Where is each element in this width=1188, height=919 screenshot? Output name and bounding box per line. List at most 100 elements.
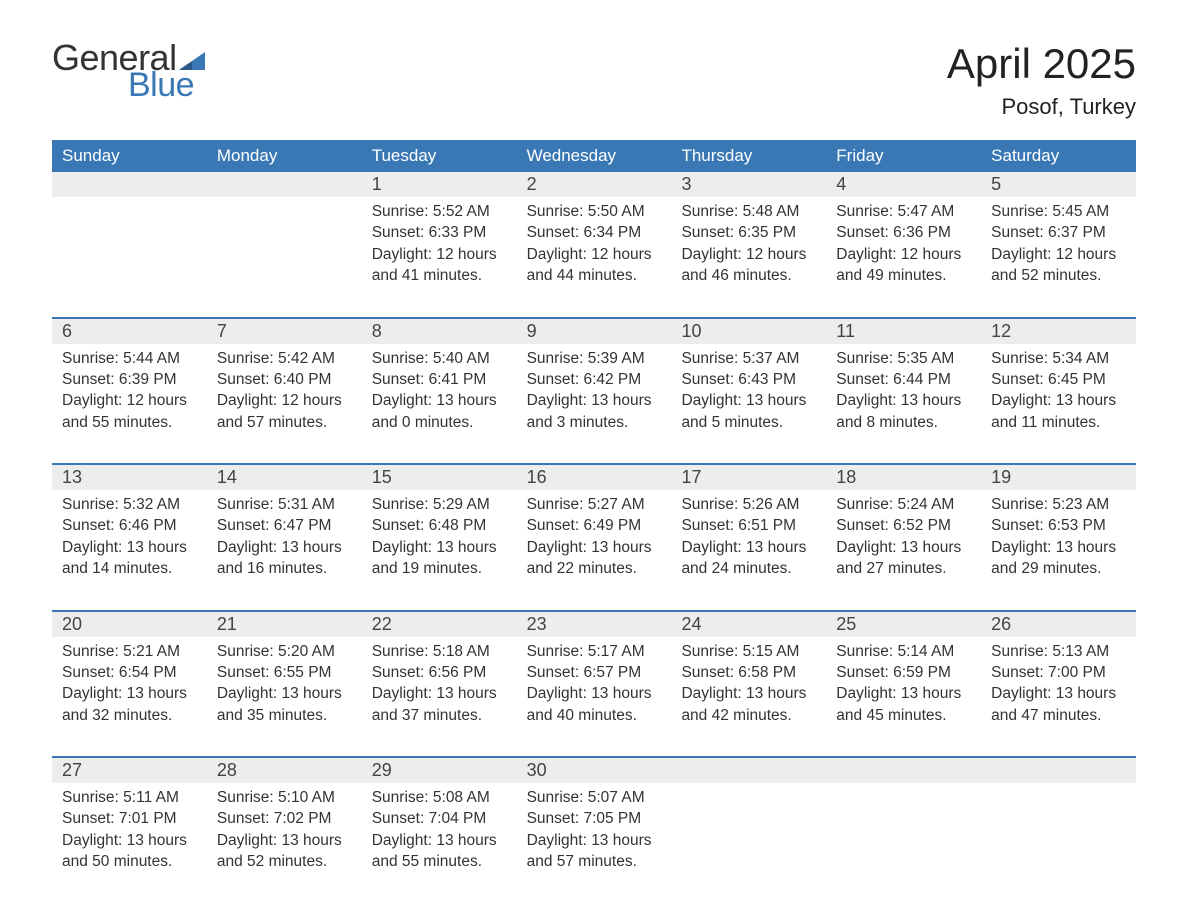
day-body: Sunrise: 5:50 AMSunset: 6:34 PMDaylight:… [517, 197, 672, 287]
day-body: Sunrise: 5:48 AMSunset: 6:35 PMDaylight:… [671, 197, 826, 287]
day-body: Sunrise: 5:34 AMSunset: 6:45 PMDaylight:… [981, 344, 1136, 434]
day-daylight1: Daylight: 12 hours [62, 390, 197, 411]
week-row: 1 Sunrise: 5:52 AMSunset: 6:33 PM Daylight… [52, 172, 1136, 293]
day-number-row: 8 [362, 319, 517, 344]
day-sunrise: Sunrise: 5:07 AM [527, 787, 662, 808]
day-daylight2: and 11 minutes. [991, 412, 1126, 433]
day-cell: 5Sunrise: 5:45 AMSunset: 6:37 PMDaylight… [981, 172, 1136, 293]
day-number-row: 12 [981, 319, 1136, 344]
day-sunset: Sunset: 6:33 PM [372, 222, 507, 243]
day-daylight2: and 47 minutes. [991, 705, 1126, 726]
day-daylight2: and 42 minutes. [681, 705, 816, 726]
day-number-row: 23 [517, 612, 672, 637]
day-number-row: 1 [362, 172, 517, 197]
day-cell [52, 172, 207, 293]
day-sunset: Sunset: 6:58 PM [681, 662, 816, 683]
day-daylight2: and 57 minutes. [217, 412, 352, 433]
day-sunrise: Sunrise: 5:52 AM [372, 201, 507, 222]
day-number-row: 13 [52, 465, 207, 490]
day-number: 24 [671, 612, 826, 637]
day-daylight2: and 35 minutes. [217, 705, 352, 726]
day-number: 1 [362, 172, 517, 197]
day-daylight2: and 52 minutes. [991, 265, 1126, 286]
calendar: SundayMondayTuesdayWednesdayThursdayFrid… [52, 140, 1136, 879]
day-sunrise: Sunrise: 5:44 AM [62, 348, 197, 369]
day-number-row [207, 172, 362, 197]
day-number: 28 [207, 758, 362, 783]
day-daylight1: Daylight: 13 hours [991, 390, 1126, 411]
day-daylight1: Daylight: 13 hours [836, 537, 971, 558]
day-number-row: 3 [671, 172, 826, 197]
day-sunrise: Sunrise: 5:29 AM [372, 494, 507, 515]
day-body: Sunrise: 5:35 AMSunset: 6:44 PMDaylight:… [826, 344, 981, 434]
day-sunset: Sunset: 6:35 PM [681, 222, 816, 243]
day-number: 29 [362, 758, 517, 783]
weekday-thursday: Thursday [671, 140, 826, 172]
day-daylight2: and 0 minutes. [372, 412, 507, 433]
day-number-row: 16 [517, 465, 672, 490]
day-number-row: 19 [981, 465, 1136, 490]
day-number-row: 29 [362, 758, 517, 783]
day-body: Sunrise: 5:23 AMSunset: 6:53 PMDaylight:… [981, 490, 1136, 580]
day-number: 11 [826, 319, 981, 344]
header: General Blue April 2025 Posof, Turkey [52, 40, 1136, 120]
day-number: 3 [671, 172, 826, 197]
day-number-row: 15 [362, 465, 517, 490]
day-sunrise: Sunrise: 5:32 AM [62, 494, 197, 515]
day-sunrise: Sunrise: 5:23 AM [991, 494, 1126, 515]
day-body: Sunrise: 5:15 AMSunset: 6:58 PMDaylight:… [671, 637, 826, 727]
day-cell [671, 758, 826, 879]
day-daylight1: Daylight: 13 hours [527, 390, 662, 411]
day-daylight1: Daylight: 13 hours [681, 537, 816, 558]
day-sunrise: Sunrise: 5:27 AM [527, 494, 662, 515]
day-daylight2: and 3 minutes. [527, 412, 662, 433]
day-number-row [981, 758, 1136, 783]
day-sunset: Sunset: 6:48 PM [372, 515, 507, 536]
day-sunrise: Sunrise: 5:48 AM [681, 201, 816, 222]
day-body: Sunrise: 5:40 AMSunset: 6:41 PMDaylight:… [362, 344, 517, 434]
day-sunset: Sunset: 6:34 PM [527, 222, 662, 243]
day-sunset: Sunset: 6:55 PM [217, 662, 352, 683]
day-number-row: 27 [52, 758, 207, 783]
day-number: 15 [362, 465, 517, 490]
day-daylight2: and 46 minutes. [681, 265, 816, 286]
week-row: 20Sunrise: 5:21 AMSunset: 6:54 PMDayligh… [52, 610, 1136, 733]
day-daylight2: and 50 minutes. [62, 851, 197, 872]
day-number-row: 20 [52, 612, 207, 637]
day-daylight1: Daylight: 13 hours [527, 830, 662, 851]
day-daylight1: Daylight: 13 hours [836, 683, 971, 704]
day-cell: 27Sunrise: 5:11 AMSunset: 7:01 PMDayligh… [52, 758, 207, 879]
day-sunrise: Sunrise: 5:24 AM [836, 494, 971, 515]
day-daylight1: Daylight: 13 hours [217, 683, 352, 704]
day-body: Sunrise: 5:31 AMSunset: 6:47 PMDaylight:… [207, 490, 362, 580]
day-sunrise: Sunrise: 5:18 AM [372, 641, 507, 662]
day-cell: 3Sunrise: 5:48 AMSunset: 6:35 PMDaylight… [671, 172, 826, 293]
day-number: 27 [52, 758, 207, 783]
day-daylight2: and 57 minutes. [527, 851, 662, 872]
day-sunrise: Sunrise: 5:34 AM [991, 348, 1126, 369]
day-number-row: 24 [671, 612, 826, 637]
day-number: 12 [981, 319, 1136, 344]
day-number-row: 2 [517, 172, 672, 197]
day-daylight1: Daylight: 12 hours [836, 244, 971, 265]
day-number: 5 [981, 172, 1136, 197]
day-number: 10 [671, 319, 826, 344]
day-number: 20 [52, 612, 207, 637]
day-sunrise: Sunrise: 5:37 AM [681, 348, 816, 369]
day-body: Sunrise: 5:39 AMSunset: 6:42 PMDaylight:… [517, 344, 672, 434]
day-number: 8 [362, 319, 517, 344]
day-sunrise: Sunrise: 5:20 AM [217, 641, 352, 662]
day-daylight1: Daylight: 13 hours [372, 683, 507, 704]
day-sunset: Sunset: 6:47 PM [217, 515, 352, 536]
day-body: Sunrise: 5:26 AMSunset: 6:51 PMDaylight:… [671, 490, 826, 580]
day-cell: 9Sunrise: 5:39 AMSunset: 6:42 PMDaylight… [517, 319, 672, 440]
day-body: Sunrise: 5:14 AMSunset: 6:59 PMDaylight:… [826, 637, 981, 727]
day-number-row: 6 [52, 319, 207, 344]
day-number [826, 758, 981, 783]
weekday-wednesday: Wednesday [517, 140, 672, 172]
day-sunrise: Sunrise: 5:31 AM [217, 494, 352, 515]
day-cell: 4Sunrise: 5:47 AMSunset: 6:36 PMDaylight… [826, 172, 981, 293]
logo: General Blue [52, 40, 205, 102]
day-number: 23 [517, 612, 672, 637]
day-daylight1: Daylight: 13 hours [681, 390, 816, 411]
